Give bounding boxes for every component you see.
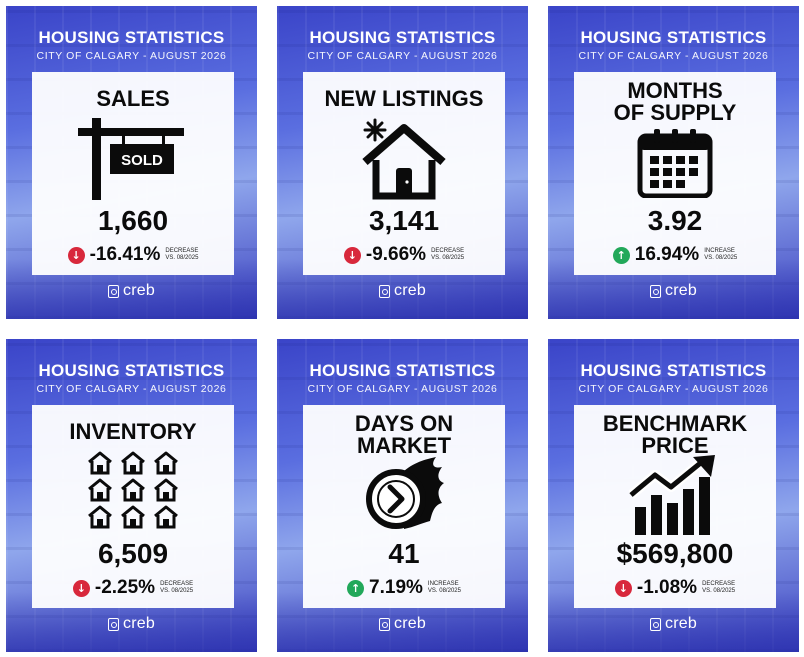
arrow-down-icon: ↓ — [67, 246, 85, 264]
stat-value: 3.92 — [647, 205, 703, 236]
change-note: DECREASE VS. 08/2025 — [431, 248, 465, 261]
stat-value: 1,660 — [97, 205, 169, 236]
card-inventory: HOUSING STATISTICS CITY OF CALGARY - AUG… — [6, 339, 257, 652]
card-header: HOUSING STATISTICS — [580, 28, 767, 47]
card-subheader: CITY OF CALGARY - AUGUST 2026 — [307, 383, 498, 395]
stat-title: MONTHS OF SUPPLY — [613, 78, 737, 125]
creb-logo-icon — [108, 284, 120, 298]
change-percent: -16.41% — [89, 244, 161, 265]
stat-panel: MONTHS OF SUPPLY 3.92 ↑ 16.94% INCREASE V — [574, 72, 776, 275]
change-percent: -9.66% — [365, 244, 427, 265]
new-house-icon — [303, 118, 505, 200]
card-subheader: CITY OF CALGARY - AUGUST 2026 — [36, 50, 227, 62]
change-note: INCREASE VS. 08/2025 — [427, 581, 461, 594]
change-percent: 7.19% — [369, 577, 423, 598]
arrow-up-icon: ↑ — [347, 579, 365, 597]
stat-title: DAYS ON MARKET — [354, 411, 454, 458]
stat-panel: SALES SOLD 1,660 ↓ -16.41% DECREASE VS. 0… — [32, 72, 234, 275]
card-new-listings: HOUSING STATISTICS CITY OF CALGARY - AUG… — [277, 6, 528, 319]
card-header: HOUSING STATISTICS — [580, 361, 767, 380]
card-header: HOUSING STATISTICS — [309, 361, 496, 380]
creb-logo-icon — [379, 617, 391, 631]
stat-change: ↑ 16.94% INCREASE VS. 08/2025 — [574, 244, 776, 266]
stat-change: ↓ -16.41% DECREASE VS. 08/2025 — [32, 244, 234, 266]
stat-change: ↓ -9.66% DECREASE VS. 08/2025 — [303, 244, 505, 266]
card-subheader: CITY OF CALGARY - AUGUST 2026 — [307, 50, 498, 62]
card-subheader: CITY OF CALGARY - AUGUST 2026 — [578, 50, 769, 62]
change-note: DECREASE VS. 08/2025 — [160, 581, 194, 594]
stat-panel: BENCHMARK PRICE $569,800 ↓ -1.08% DECREAS… — [574, 405, 776, 608]
stat-value: 41 — [388, 538, 420, 569]
change-percent: 16.94% — [634, 244, 700, 265]
creb-logo: creb — [277, 615, 528, 633]
creb-logo-icon — [650, 284, 662, 298]
creb-logo: creb — [548, 282, 799, 300]
creb-logo-icon — [379, 284, 391, 298]
card-subheader: CITY OF CALGARY - AUGUST 2026 — [578, 383, 769, 395]
creb-logo-icon — [650, 617, 662, 631]
arrow-down-icon: ↓ — [614, 579, 632, 597]
stat-change: ↑ 7.19% INCREASE VS. 08/2025 — [303, 577, 505, 599]
card-sales: HOUSING STATISTICS CITY OF CALGARY - AUG… — [6, 6, 257, 319]
stat-title: BENCHMARK PRICE — [602, 411, 748, 458]
growth-chart-icon — [574, 455, 776, 535]
change-note: INCREASE VS. 08/2025 — [704, 248, 738, 261]
stat-change: ↓ -2.25% DECREASE VS. 08/2025 — [32, 577, 234, 599]
stat-value: 6,509 — [97, 538, 169, 569]
card-header: HOUSING STATISTICS — [38, 361, 225, 380]
stat-change: ↓ -1.08% DECREASE VS. 08/2025 — [574, 577, 776, 599]
creb-logo-icon — [108, 617, 120, 631]
card-subheader: CITY OF CALGARY - AUGUST 2026 — [36, 383, 227, 395]
stat-panel: INVENTORY 6,509 ↓ -2.25% DECREASE V — [32, 405, 234, 608]
calendar-icon — [574, 128, 776, 198]
sold-sign-icon: SOLD — [32, 118, 234, 200]
fast-clock-icon — [303, 457, 505, 533]
card-benchmark-price: HOUSING STATISTICS CITY OF CALGARY - AUG… — [548, 339, 799, 652]
card-header: HOUSING STATISTICS — [38, 28, 225, 47]
stat-panel: NEW LISTINGS 3,141 ↓ -9.66% DECREASE VS. … — [303, 72, 505, 275]
change-note: DECREASE VS. 08/2025 — [702, 581, 736, 594]
sign-text: SOLD — [121, 152, 163, 169]
arrow-down-icon: ↓ — [72, 579, 90, 597]
card-header: HOUSING STATISTICS — [309, 28, 496, 47]
change-percent: -2.25% — [94, 577, 156, 598]
stat-panel: DAYS ON MARKET 41 ↑ 7.19% INCREASE VS. 08/… — [303, 405, 505, 608]
stat-value: $569,800 — [616, 538, 734, 569]
creb-logo: creb — [277, 282, 528, 300]
creb-logo: creb — [6, 282, 257, 300]
card-months-of-supply: HOUSING STATISTICS CITY OF CALGARY - AUG… — [548, 6, 799, 319]
creb-logo: creb — [6, 615, 257, 633]
creb-logo: creb — [548, 615, 799, 633]
stat-title: NEW LISTINGS — [324, 86, 484, 111]
change-note: DECREASE VS. 08/2025 — [165, 248, 199, 261]
stat-value: 3,141 — [368, 205, 440, 236]
arrow-down-icon: ↓ — [343, 246, 361, 264]
stat-title: SALES — [96, 86, 170, 111]
houses-grid-icon — [32, 451, 234, 531]
arrow-up-icon: ↑ — [612, 246, 630, 264]
card-days-on-market: HOUSING STATISTICS CITY OF CALGARY - AUG… — [277, 339, 528, 652]
stat-title: INVENTORY — [69, 419, 197, 444]
change-percent: -1.08% — [636, 577, 698, 598]
